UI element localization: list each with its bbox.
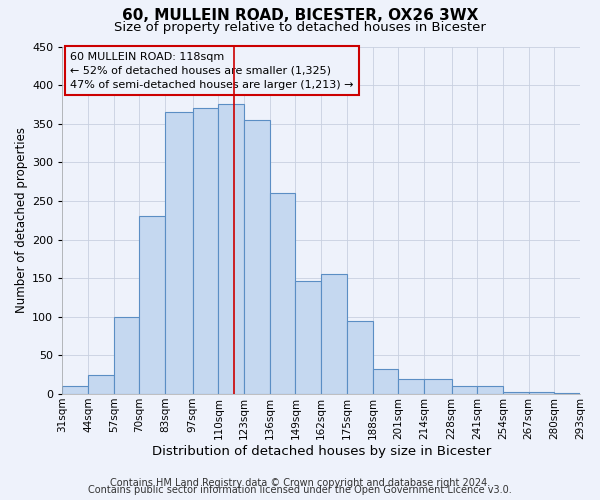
Text: Contains HM Land Registry data © Crown copyright and database right 2024.: Contains HM Land Registry data © Crown c… xyxy=(110,478,490,488)
Bar xyxy=(62,386,88,394)
Bar xyxy=(477,386,503,394)
Bar xyxy=(398,378,424,394)
Bar xyxy=(165,112,193,394)
Bar xyxy=(503,392,529,394)
Bar xyxy=(218,104,244,394)
Bar xyxy=(113,317,139,394)
Text: 60 MULLEIN ROAD: 118sqm
← 52% of detached houses are smaller (1,325)
47% of semi: 60 MULLEIN ROAD: 118sqm ← 52% of detache… xyxy=(70,52,353,90)
Bar xyxy=(452,386,477,394)
Bar xyxy=(347,320,373,394)
Bar xyxy=(244,120,270,394)
Bar xyxy=(321,274,347,394)
Bar xyxy=(193,108,218,394)
Bar xyxy=(529,392,554,394)
Y-axis label: Number of detached properties: Number of detached properties xyxy=(15,128,28,314)
Bar xyxy=(373,368,398,394)
Text: 60, MULLEIN ROAD, BICESTER, OX26 3WX: 60, MULLEIN ROAD, BICESTER, OX26 3WX xyxy=(122,8,478,22)
Bar xyxy=(295,280,321,394)
Text: Size of property relative to detached houses in Bicester: Size of property relative to detached ho… xyxy=(114,21,486,34)
Bar xyxy=(139,216,165,394)
Bar xyxy=(270,193,295,394)
Bar xyxy=(88,374,113,394)
X-axis label: Distribution of detached houses by size in Bicester: Distribution of detached houses by size … xyxy=(152,444,491,458)
Text: Contains public sector information licensed under the Open Government Licence v3: Contains public sector information licen… xyxy=(88,485,512,495)
Bar xyxy=(424,378,452,394)
